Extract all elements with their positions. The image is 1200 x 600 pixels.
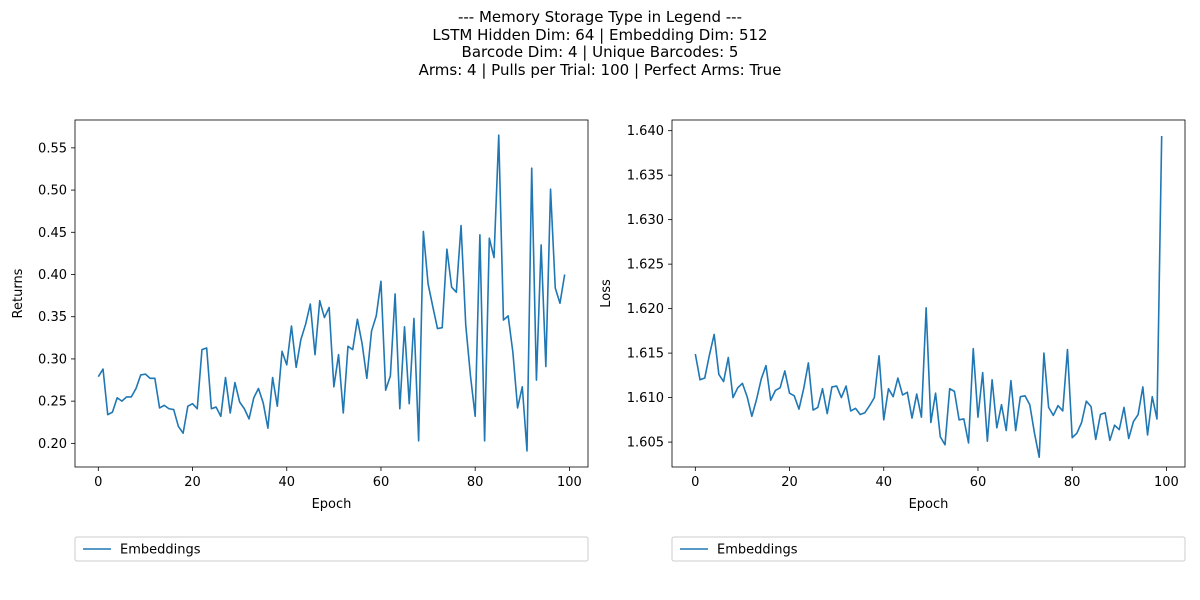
y-tick-label: 0.25 — [38, 395, 67, 410]
plot-area-frame — [671, 119, 1186, 468]
legend-box — [671, 536, 1186, 562]
series-line-embeddings — [97, 134, 566, 452]
y-tick-label: 1.610 — [627, 391, 664, 406]
y-tick-label: 1.640 — [627, 124, 664, 139]
legend-label: Embeddings — [120, 543, 201, 558]
x-tick-label: 80 — [1064, 475, 1081, 490]
y-tick-label: 0.30 — [38, 352, 67, 367]
legend-box — [74, 536, 589, 562]
x-tick-label: 80 — [467, 475, 484, 490]
title-line-3: Barcode Dim: 4 | Unique Barcodes: 5 — [461, 43, 739, 61]
y-tick-label: 1.615 — [627, 347, 664, 362]
title-line-2: LSTM Hidden Dim: 64 | Embedding Dim: 512 — [432, 25, 768, 44]
x-tick-label: 0 — [94, 475, 102, 490]
title-line-4: Arms: 4 | Pulls per Trial: 100 | Perfect… — [418, 60, 782, 79]
y-axis-label: Returns — [11, 268, 26, 318]
x-axis-label: Epoch — [312, 497, 352, 512]
y-tick-label: 0.50 — [38, 184, 67, 199]
legend: Embeddings — [74, 536, 589, 562]
x-tick-label: 40 — [875, 475, 892, 490]
title-line-1: --- Memory Storage Type in Legend --- — [457, 8, 742, 26]
series-line-embeddings — [694, 136, 1163, 459]
y-tick-label: 1.630 — [627, 213, 664, 228]
x-tick-label: 60 — [373, 475, 390, 490]
y-tick-label: 1.625 — [627, 258, 664, 273]
y-axis-label: Loss — [599, 279, 614, 308]
x-tick-label: 100 — [1154, 475, 1179, 490]
y-tick-label: 1.605 — [627, 436, 664, 451]
x-tick-label: 40 — [278, 475, 295, 490]
y-tick-label: 0.35 — [38, 310, 67, 325]
x-tick-label: 60 — [970, 475, 987, 490]
figure-title: --- Memory Storage Type in Legend --- LS… — [0, 8, 1200, 79]
y-tick-label: 1.635 — [627, 169, 664, 184]
y-tick-label: 0.40 — [38, 268, 67, 283]
x-tick-label: 0 — [691, 475, 699, 490]
y-tick-label: 0.20 — [38, 437, 67, 452]
x-tick-label: 20 — [184, 475, 201, 490]
y-tick-label: 0.45 — [38, 226, 67, 241]
x-tick-label: 100 — [557, 475, 582, 490]
legend: Embeddings — [671, 536, 1186, 562]
x-tick-label: 20 — [781, 475, 798, 490]
returns-chart: 0 20 40 60 80 100 0.20 0.25 0.30 0.35 0.40 0.45 0.50… — [11, 119, 589, 562]
x-axis-label: Epoch — [909, 497, 949, 512]
plot-area-frame — [74, 119, 589, 468]
y-tick-label: 1.620 — [627, 302, 664, 317]
loss-chart: 0 20 40 60 80 100 1.605 1.610 1.615 1.620 1.625 1.6… — [599, 119, 1186, 562]
legend-label: Embeddings — [717, 543, 798, 558]
y-tick-label: 0.55 — [38, 141, 67, 156]
